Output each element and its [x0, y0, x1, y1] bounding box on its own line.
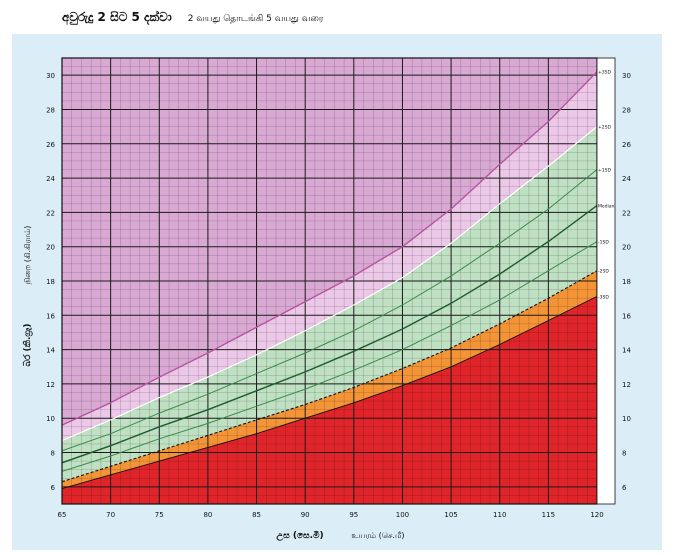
x-tick-label: 100 — [396, 511, 409, 519]
y-tick-label-left: 30 — [46, 72, 55, 80]
series-line-median — [62, 204, 597, 464]
x-axis: 65 70 75 80 85 90 95 100 105 110 115 120 — [58, 511, 604, 519]
y-tick-label-right: 26 — [622, 141, 631, 149]
label-column — [596, 57, 616, 505]
chart-title: අවුරුදු 2 සිට 5 දක්වා 2 வயது தொடங்கி 5 வ… — [62, 10, 324, 32]
y-tick-label-left: 10 — [46, 415, 55, 423]
y-tick-label-right: 6 — [622, 484, 627, 492]
y-tick-label-left: 20 — [46, 244, 55, 252]
y-tick-label-right: 16 — [622, 312, 631, 320]
x-tick-label: 85 — [252, 511, 261, 519]
x-tick-label: 65 — [58, 511, 67, 519]
band-above-plus3 — [62, 58, 597, 426]
y-tick-label-right: 28 — [622, 106, 631, 114]
y-axis-label-sinhala: බර (කි.ග්‍රෑ) — [21, 324, 34, 367]
title-tamil: 2 வயது தொடங்கி 5 வயது வரை — [187, 14, 324, 24]
y-tick-label-right: 30 — [622, 72, 631, 80]
y-tick-label-left: 22 — [46, 209, 55, 217]
y-tick-label-left: 16 — [46, 312, 55, 320]
band-plus2-plus3 — [62, 71, 597, 441]
series-line-minus2sd — [62, 270, 597, 483]
x-tick-label: 90 — [301, 511, 310, 519]
x-tick-label: 70 — [106, 511, 115, 519]
y-tick-label-right: 24 — [622, 175, 631, 183]
y-tick-label-left: 26 — [46, 141, 55, 149]
series-line-plus1sd — [62, 169, 597, 452]
series-labels: +3SD +2SD +1SD Median -1SD -2SD -3SD — [598, 70, 615, 301]
series-label-minus1sd: -1SD — [598, 240, 609, 246]
grid-lines — [62, 58, 597, 504]
x-tick-label: 115 — [542, 511, 555, 519]
series-label-minus2sd: -2SD — [598, 269, 609, 275]
y-tick-label-left: 12 — [46, 381, 55, 389]
title-sinhala: අවුරුදු 2 සිට 5 දක්වා — [62, 10, 172, 24]
y-tick-label-left: 8 — [51, 450, 55, 458]
x-tick-label: 80 — [203, 511, 212, 519]
series-label-median: Median — [598, 204, 615, 210]
x-tick-label: 95 — [349, 511, 358, 519]
y-tick-label-left: 28 — [46, 106, 55, 114]
y-tick-label-right: 20 — [622, 244, 631, 252]
band-normal — [62, 126, 597, 482]
y-tick-label-right: 14 — [622, 347, 631, 355]
series-label-plus3sd: +3SD — [598, 70, 611, 76]
y-axis-right: 6 8 10 12 14 16 18 20 22 24 26 28 30 — [622, 72, 631, 492]
x-tick-label: 110 — [493, 511, 506, 519]
y-tick-label-left: 18 — [46, 278, 55, 286]
y-tick-label-right: 10 — [622, 415, 631, 423]
y-tick-label-left: 24 — [46, 175, 55, 183]
y-tick-label-left: 14 — [46, 347, 55, 355]
series-label-minus3sd: -3SD — [598, 294, 609, 300]
x-axis-label-sinhala: උස (සෙ.මී) — [276, 529, 323, 542]
series-line-plus3sd — [62, 71, 597, 426]
band-minus2-minus3 — [62, 270, 597, 489]
y-tick-label-right: 22 — [622, 209, 631, 217]
x-tick-label: 105 — [444, 511, 457, 519]
y-tick-label-right: 18 — [622, 278, 631, 286]
y-axis-label-tamil: நிறை (கி.கிராம்) — [23, 226, 32, 285]
series-label-plus1sd: +1SD — [598, 168, 611, 174]
x-tick-label: 75 — [155, 511, 164, 519]
y-axis-left: 6 8 10 12 14 16 18 20 22 24 26 28 30 — [46, 72, 55, 492]
x-axis-label-tamil: உயரம் (செ.மீ) — [351, 531, 404, 540]
series-line-minus1sd — [62, 241, 597, 472]
sd-curves — [62, 71, 597, 490]
y-tick-label-right: 8 — [622, 450, 626, 458]
y-tick-label-left: 6 — [51, 484, 56, 492]
series-line-minus3sd — [62, 295, 597, 490]
x-tick-label: 120 — [590, 511, 603, 519]
y-tick-label-right: 12 — [622, 381, 631, 389]
series-line-plus2sd — [62, 126, 597, 442]
series-label-plus2sd: +2SD — [598, 125, 611, 131]
